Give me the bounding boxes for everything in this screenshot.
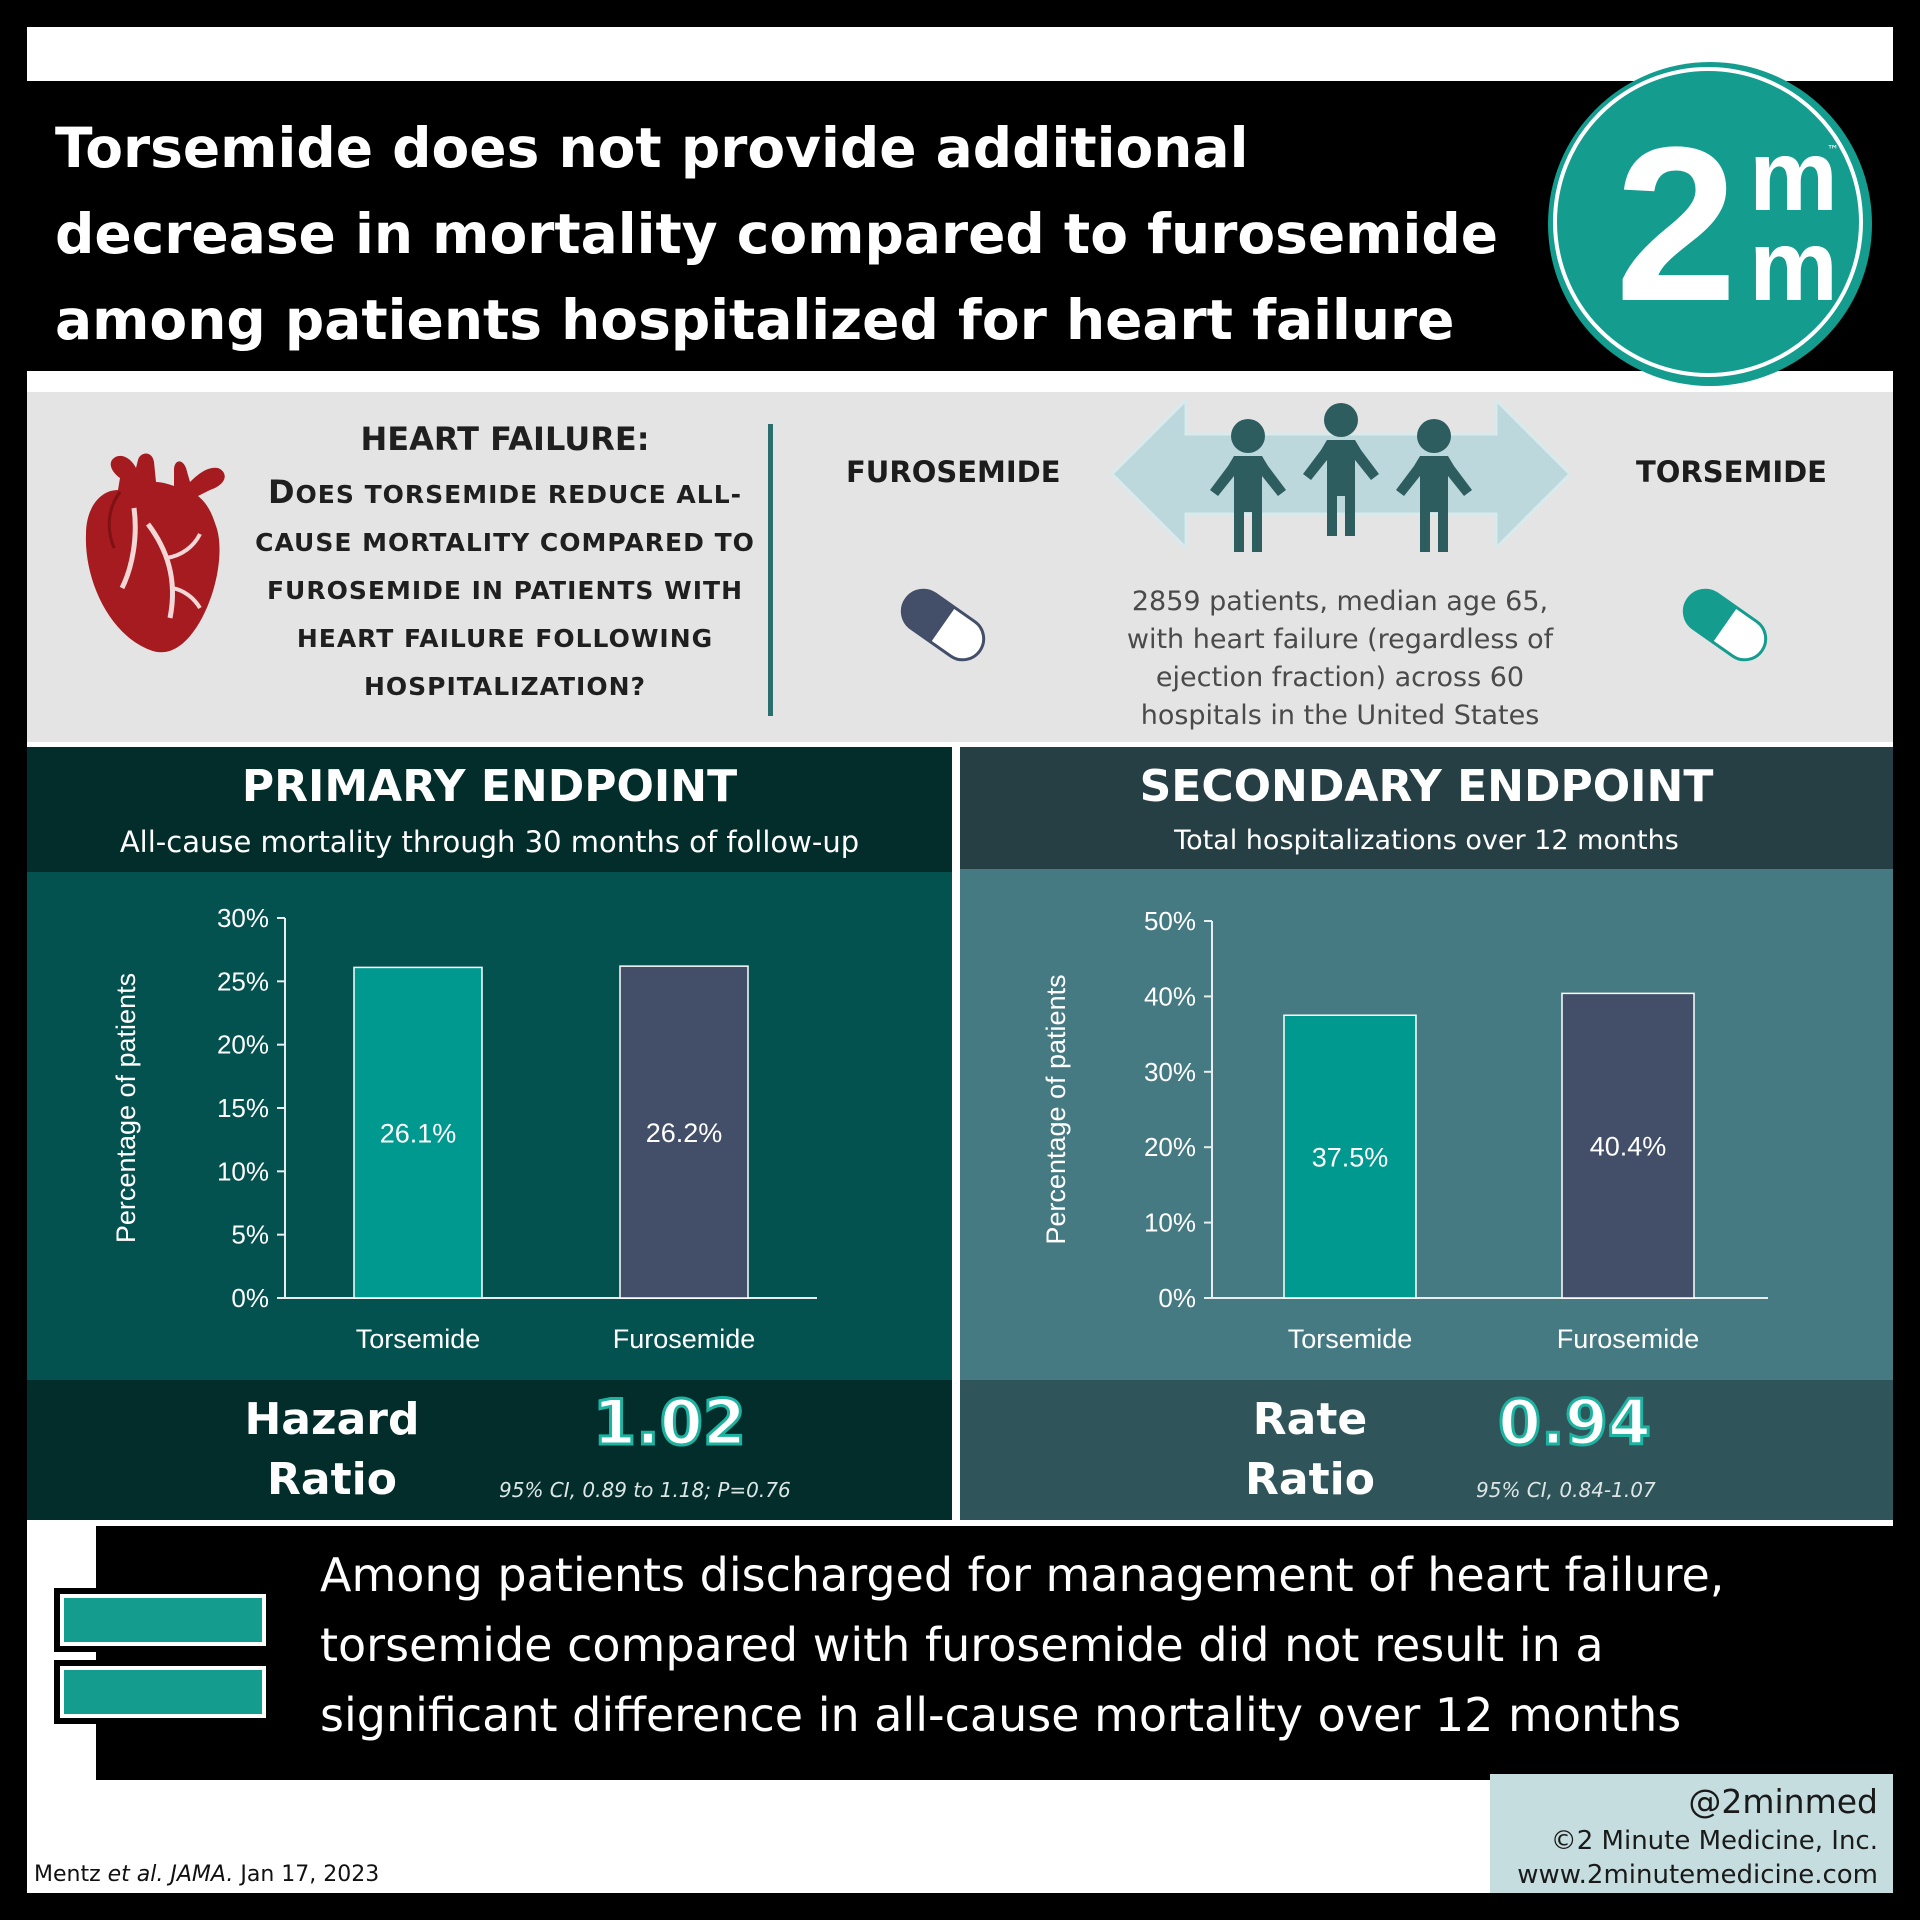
primary-ratio-box: Hazard Ratio 1.02 95% CI, 0.89 to 1.18; … — [27, 1380, 952, 1520]
secondary-data-label: 40.4% — [1590, 1132, 1667, 1162]
citation-etal: et al. — [107, 1862, 164, 1887]
primary-y-tick-label: 20% — [217, 1030, 269, 1060]
secondary-endpoint-header: SECONDARY ENDPOINT Total hospitalization… — [960, 747, 1893, 869]
secondary-y-tick-label: 30% — [1144, 1057, 1196, 1087]
logo-ring: 2 m m ™ — [1553, 67, 1863, 377]
secondary-bar — [1561, 992, 1695, 1299]
arm-label-torsemide: TORSEMIDE — [1636, 455, 1827, 489]
secondary-endpoint-subtitle: Total hospitalizations over 12 months — [1174, 825, 1679, 856]
secondary-y-axis-label: Percentage of patients — [1041, 974, 1071, 1244]
hazard-ratio-label: Hazard Ratio — [187, 1390, 477, 1510]
conclusion-text: Among patients discharged for management… — [320, 1548, 1725, 1742]
panel-divider — [952, 747, 960, 1520]
ratio-label-line-2: Ratio — [1245, 1454, 1375, 1505]
primary-y-tick-label: 0% — [231, 1283, 269, 1313]
secondary-ratio-box: Rate Ratio 0.94 95% CI, 0.84-1.07 — [960, 1380, 1893, 1520]
copyright: ©2 Minute Medicine, Inc. — [1550, 1826, 1878, 1856]
primary-y-tick-label: 15% — [217, 1093, 269, 1123]
primary-category-label: Torsemide — [356, 1324, 481, 1354]
heart-icon — [85, 453, 225, 653]
secondary-y-tick-label: 0% — [1158, 1283, 1196, 1313]
primary-y-tick-label: 5% — [231, 1220, 269, 1250]
secondary-y-tick-label: 50% — [1144, 906, 1196, 936]
primary-endpoint-header: PRIMARY ENDPOINT All-cause mortality thr… — [27, 747, 952, 872]
pill-icon-torsemide — [1682, 588, 1768, 662]
secondary-chart-area: 0% 10% 20% 30% 40% 50% Percentage of patients 3… — [960, 869, 1893, 1380]
primary-data-label: 26.2% — [646, 1118, 723, 1148]
question-text: Does torsemide reduce all-cause mortalit… — [255, 473, 755, 701]
secondary-y-tick-label: 10% — [1144, 1208, 1196, 1238]
primary-endpoint-title: PRIMARY ENDPOINT — [241, 761, 738, 812]
social-handle: @2minmed — [1688, 1782, 1878, 1821]
primary-bar — [619, 965, 749, 1299]
logo-number: 2 — [1615, 101, 1738, 347]
rate-ratio-value: 0.94 — [1497, 1385, 1653, 1461]
question-heading: HEART FAILURE: — [360, 420, 650, 458]
hazard-ratio-value: 1.02 — [592, 1385, 748, 1461]
ratio-label-line-1: Rate — [1252, 1394, 1368, 1445]
primary-y-axis-label: Percentage of patients — [111, 973, 141, 1243]
conclusion-band — [96, 1526, 1893, 1780]
hazard-ratio-ci: 95% CI, 0.89 to 1.18; P=0.76 — [499, 1478, 791, 1502]
rate-ratio-ci: 95% CI, 0.84-1.07 — [1476, 1478, 1656, 1502]
citation-date: Jan 17, 2023 — [240, 1862, 380, 1887]
secondary-endpoint-title: SECONDARY ENDPOINT — [1139, 761, 1714, 812]
primary-bar — [353, 966, 483, 1299]
citation-journal: JAMA. — [170, 1862, 234, 1887]
ratio-label-line-2: Ratio — [267, 1454, 397, 1505]
primary-y-tick-label: 25% — [217, 966, 269, 996]
secondary-data-label: 37.5% — [1312, 1143, 1389, 1173]
primary-y-tick-label: 10% — [217, 1156, 269, 1186]
divider — [768, 424, 773, 716]
primary-chart-area: 0% 5% 10% 15% 20% 25% 30% Percentage of patient… — [27, 872, 952, 1380]
primary-bar-chart: 0% 5% 10% 15% 20% 25% 30% Percentage of patient… — [111, 903, 817, 1354]
secondary-category-label: Furosemide — [1557, 1324, 1700, 1354]
people-icon — [1210, 403, 1472, 552]
secondary-category-label: Torsemide — [1288, 1324, 1413, 1354]
equal-bar-icon-bottom — [54, 1660, 272, 1724]
primary-endpoint-subtitle: All-cause mortality through 30 months of… — [119, 825, 860, 859]
ratio-label-line-1: Hazard — [244, 1394, 420, 1445]
primary-category-label: Furosemide — [613, 1324, 756, 1354]
citation-authors: Mentz — [34, 1862, 101, 1887]
citation: Mentz et al. JAMA. Jan 17, 2023 — [34, 1862, 379, 1887]
secondary-y-tick-label: 20% — [1144, 1132, 1196, 1162]
logo: 2 m m ™ — [1548, 62, 1872, 386]
primary-y-tick-label: 30% — [217, 903, 269, 933]
arm-label-furosemide: FUROSEMIDE — [846, 455, 1061, 489]
website-url: www.2minutemedicine.com — [1517, 1860, 1878, 1890]
page-title: Torsemide does not provide additional de… — [55, 116, 1498, 352]
logo-letter-bottom: m — [1749, 210, 1838, 322]
logo-letter-top: m — [1749, 120, 1838, 232]
secondary-bar-chart: 0% 10% 20% 30% 40% 50% Percentage of patients 3… — [1041, 906, 1768, 1354]
secondary-bar — [1283, 1014, 1417, 1299]
rate-ratio-label: Rate Ratio — [1190, 1390, 1430, 1510]
population-description: 2859 patients, median age 65, with heart… — [1126, 586, 1554, 731]
primary-data-label: 26.1% — [380, 1119, 457, 1149]
equal-bar-icon-top — [54, 1588, 272, 1652]
trademark-symbol: ™ — [1827, 143, 1839, 157]
footer-box — [1490, 1774, 1893, 1893]
question-band — [27, 392, 1893, 742]
pill-icon-furosemide — [900, 588, 986, 662]
secondary-y-tick-label: 40% — [1144, 981, 1196, 1011]
